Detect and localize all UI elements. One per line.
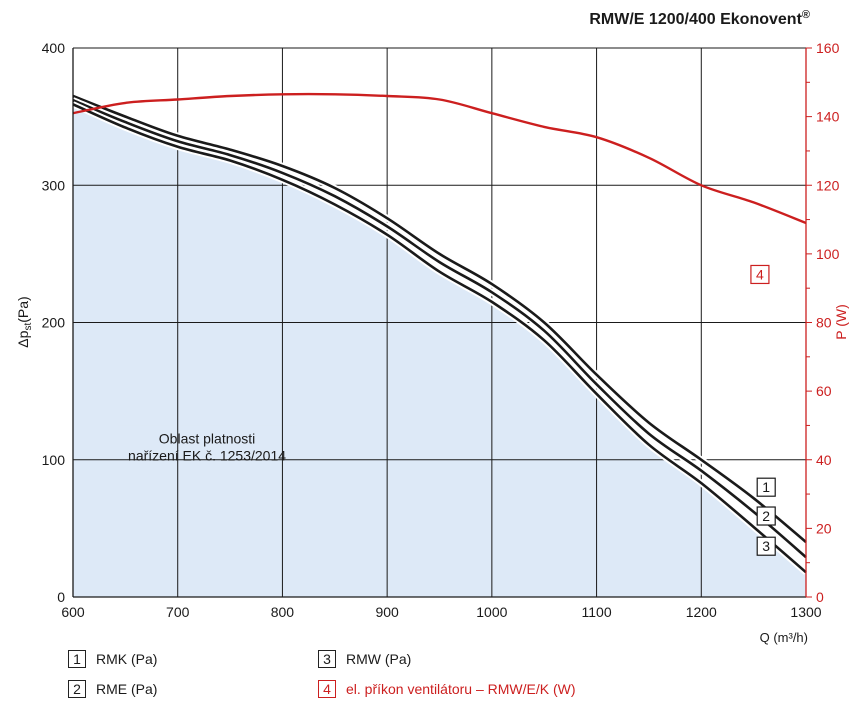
series-label-box-2	[756, 506, 776, 526]
legend-box-4: 4	[318, 680, 336, 698]
series-label-box-1	[756, 477, 776, 497]
y-tick-label-right: 60	[816, 383, 832, 399]
y-tick-label-right: 100	[816, 246, 840, 262]
chart-title-text: RMW/E 1200/400 Ekonovent	[589, 11, 802, 28]
validity-region-label-bg	[117, 425, 298, 470]
legend-label-2: RME (Pa)	[96, 681, 158, 697]
validity-region-fill	[73, 104, 806, 598]
series-label-box-4	[750, 264, 770, 285]
x-axis-label: Q (m³/h)	[760, 630, 808, 645]
legend-item-4: 4 el. příkon ventilátoru – RMW/E/K (W)	[318, 680, 576, 698]
y-tick-label-left: 100	[42, 452, 66, 468]
legend-item-3: 3 RMW (Pa)	[318, 650, 411, 668]
axes	[72, 47, 812, 598]
series-line-1	[72, 94, 807, 544]
series-labels: 1 2 3 4	[750, 264, 776, 556]
legend-box-2: 2	[68, 680, 86, 698]
x-tick-label: 800	[271, 604, 295, 620]
x-tick-label: 1200	[686, 604, 717, 620]
x-tick-label: 700	[166, 604, 190, 620]
y-axis-label-left-prefix: Δp	[15, 330, 31, 347]
series-label-3: 3	[762, 538, 770, 554]
y-tick-label-left: 0	[57, 589, 65, 605]
y-tick-label-right: 140	[816, 109, 840, 125]
legend-item-2: 2 RME (Pa)	[68, 680, 157, 698]
chart-title: RMW/E 1200/400 Ekonovent®	[589, 9, 810, 28]
series-line-2	[72, 98, 807, 559]
series-line-3	[72, 103, 807, 574]
x-tick-label: 1300	[790, 604, 821, 620]
validity-region-label: nařízení EK č. 1253/2014	[128, 447, 286, 463]
y-tick-label-right: 120	[816, 177, 840, 193]
legend-label-1: RMK (Pa)	[96, 651, 158, 667]
series-lines	[71, 92, 809, 575]
legend-item-1: 1 RMK (Pa)	[68, 650, 157, 668]
y-tick-label-right: 20	[816, 520, 832, 536]
y-tick-label-right: 80	[816, 315, 832, 331]
validity-region-label: Oblast platnosti	[159, 430, 256, 446]
y-tick-label-right: 0	[816, 589, 824, 605]
x-tick-label: 600	[61, 604, 85, 620]
y-axis-label-left: Δpst(Pa)	[15, 296, 34, 347]
legend-box-3: 3	[318, 650, 336, 668]
y-axis-label-left-suffix: (Pa)	[15, 296, 31, 322]
legend-label-4: el. příkon ventilátoru – RMW/E/K (W)	[346, 681, 576, 697]
y-tick-label-right: 160	[816, 40, 840, 56]
y-axis-label-left-sub: st	[23, 323, 34, 331]
y-tick-label-left: 200	[42, 315, 66, 331]
y-tick-label-left: 300	[42, 177, 66, 193]
series-label-box-3	[756, 536, 776, 556]
y-axis-label-right: P (W)	[833, 304, 849, 340]
series-label-1: 1	[762, 479, 770, 495]
x-tick-label: 1000	[476, 604, 507, 620]
legend-label-3: RMW (Pa)	[346, 651, 412, 667]
x-tick-label: 1100	[582, 604, 612, 620]
x-tick-label: 900	[375, 604, 399, 620]
chart-title-mark: ®	[802, 9, 810, 21]
y-tick-label-right: 40	[816, 452, 832, 468]
legend-box-1: 1	[68, 650, 86, 668]
series-label-4: 4	[756, 266, 764, 282]
series-line-4	[72, 92, 807, 225]
series-label-2: 2	[762, 508, 770, 524]
tick-labels: 600 700 800 900 1000 1100 1200 1300010020030040…	[42, 40, 840, 620]
y-tick-label-left: 400	[42, 40, 66, 56]
